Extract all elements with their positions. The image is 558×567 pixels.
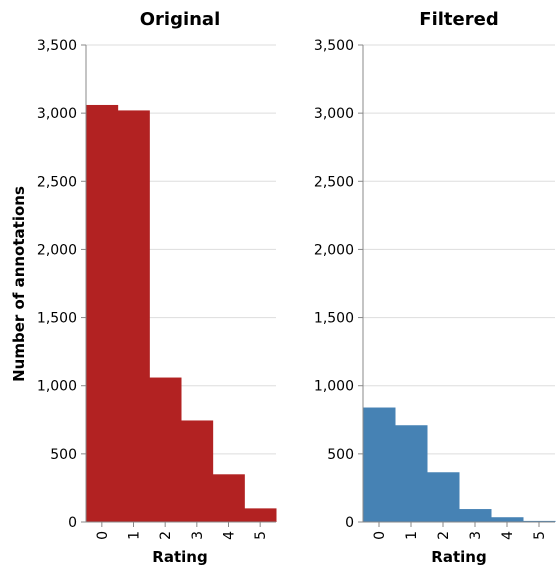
bar-rating-3 [459, 509, 492, 522]
bar-rating-5 [244, 508, 277, 522]
panel-original: Original 0 500 1,000 1,500 2,000 2,500 3,000 3,… [10, 9, 277, 566]
bar-rating-0 [363, 407, 396, 522]
y-tick-label: 2,500 [314, 174, 354, 190]
x-axis-title-filtered: Rating [431, 548, 486, 566]
y-tick-label: 1,500 [314, 311, 354, 327]
x-tick-label: 3 [468, 531, 484, 540]
bar-rating-3 [181, 420, 214, 522]
y-tick-label: 3,500 [37, 38, 77, 54]
x-tick-label: 1 [404, 531, 420, 540]
x-tick-label: 3 [190, 531, 206, 540]
bar-rating-1 [117, 110, 150, 522]
y-tick-label: 0 [68, 515, 77, 531]
y-tick-label: 2,000 [314, 242, 354, 258]
x-tick-label: 5 [532, 531, 548, 540]
bar-rating-2 [149, 377, 182, 522]
x-tick-label: 0 [372, 531, 388, 540]
y-axis-title: Number of annotations [10, 186, 28, 382]
y-tick-label: 3,000 [37, 106, 77, 122]
y-tick-label: 0 [345, 515, 354, 531]
y-tick-label: 1,000 [314, 379, 354, 395]
bar-rating-4 [491, 517, 524, 522]
x-tick-label: 4 [222, 531, 238, 540]
x-tick-label: 4 [500, 531, 516, 540]
bar-rating-4 [212, 474, 245, 522]
y-tick-label: 3,500 [314, 38, 354, 54]
panel-filtered: Filtered 0 500 1,000 1,500 2,000 2,500 3,000 3,… [314, 9, 556, 566]
y-tick-label: 2,000 [37, 242, 77, 258]
bar-rating-1 [395, 425, 428, 522]
chart-title-filtered: Filtered [419, 9, 498, 30]
bar-rating-0 [86, 104, 119, 523]
x-tick-label: 0 [95, 531, 111, 540]
bar-rating-5 [523, 520, 556, 522]
x-tick-label: 1 [127, 531, 143, 540]
y-tick-label: 1,500 [37, 311, 77, 327]
x-tick-label: 5 [253, 531, 269, 540]
y-tick-label: 2,500 [37, 174, 77, 190]
x-tick-label: 2 [158, 531, 174, 540]
chart-title-original: Original [140, 9, 221, 30]
y-tick-label: 500 [50, 447, 77, 463]
x-tick-label: 2 [436, 531, 452, 540]
bar-rating-2 [427, 472, 460, 522]
y-tick-label: 500 [327, 447, 354, 463]
y-tick-label: 1,000 [37, 379, 77, 395]
y-tick-label: 3,000 [314, 106, 354, 122]
x-axis-title-original: Rating [152, 548, 207, 566]
